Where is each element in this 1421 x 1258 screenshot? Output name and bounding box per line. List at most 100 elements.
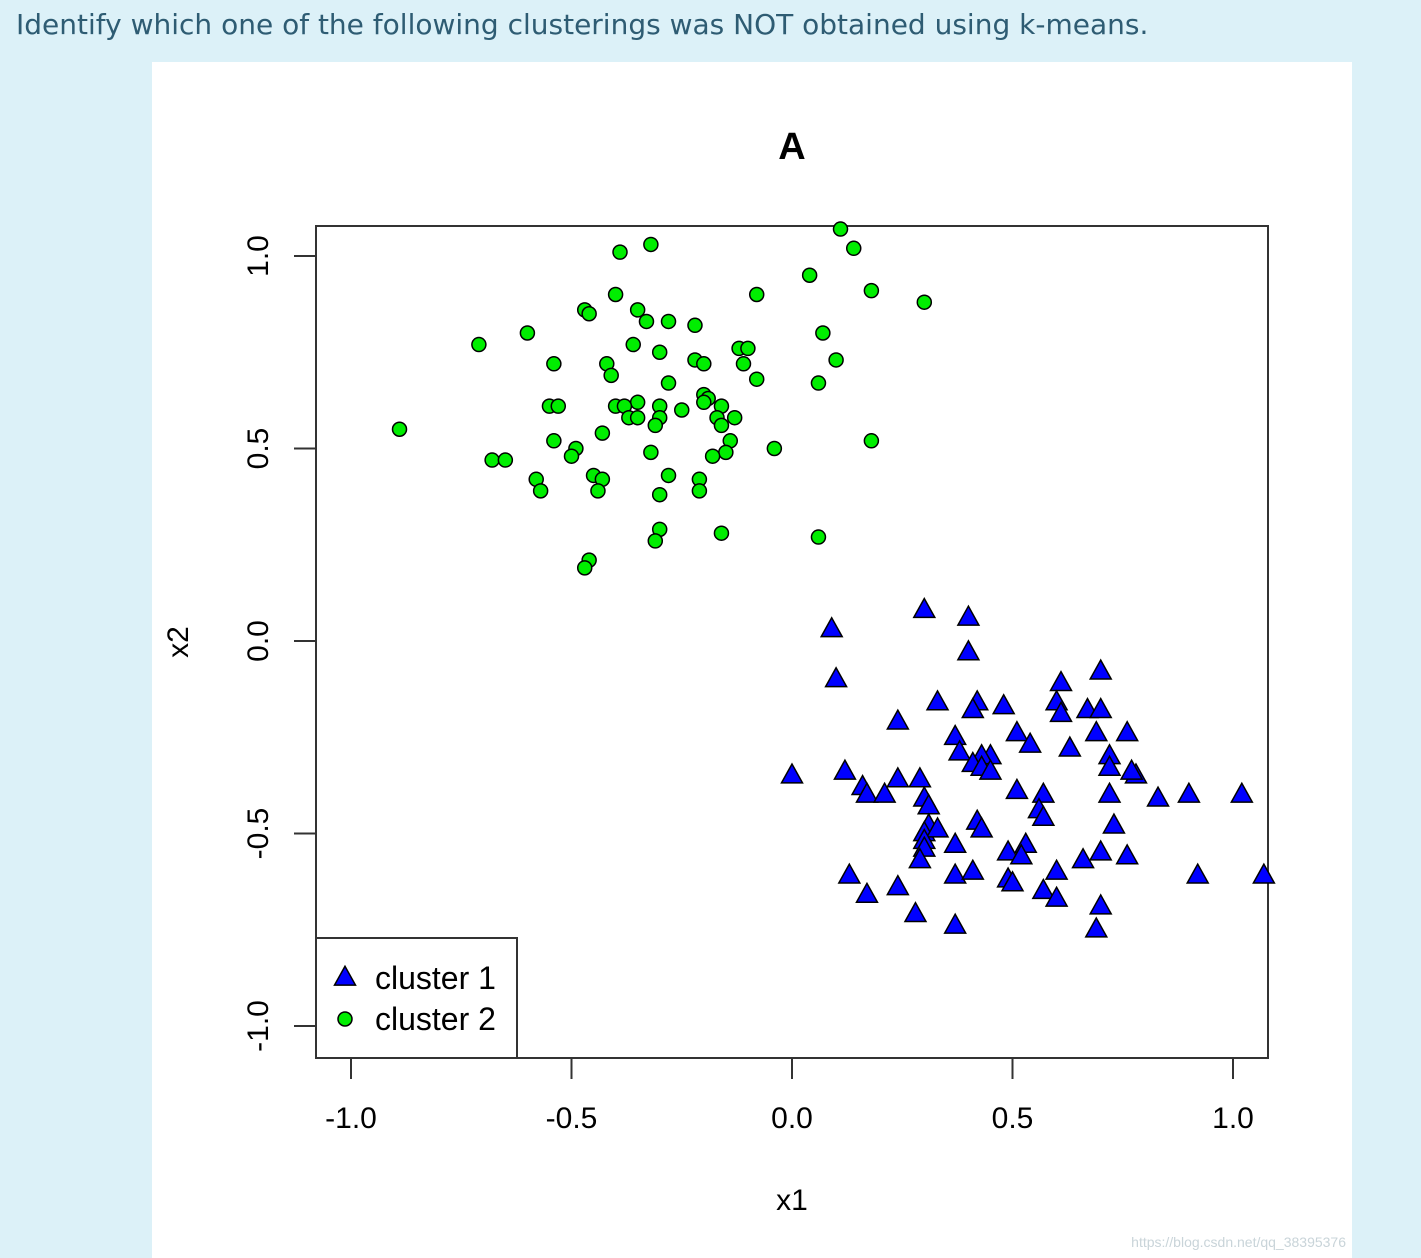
cluster-2-point xyxy=(550,398,567,414)
plot-area xyxy=(391,221,1276,938)
cluster-1-point xyxy=(1097,781,1122,803)
cluster-1-point xyxy=(1088,697,1113,719)
cluster-2-point xyxy=(674,402,690,418)
cluster-2-point xyxy=(660,313,677,330)
cluster-2-point xyxy=(594,425,611,441)
cluster-1-point xyxy=(1005,777,1029,800)
cluster-1-point xyxy=(978,758,1003,780)
cluster-1-point xyxy=(855,781,879,803)
cluster-1-point xyxy=(956,639,981,661)
y-tick-label: 0.5 xyxy=(242,428,275,470)
cluster-2-point xyxy=(638,313,655,330)
cluster-1-point xyxy=(908,766,932,788)
scatter-plot: A -1.0 -0.5 0.0 0.5 1.0 -1.0 -0.5 0.0 0.5 1.0 x1… xyxy=(162,126,1276,1217)
cluster-1-point xyxy=(1115,720,1139,742)
x-tick-label: 0.5 xyxy=(992,1102,1034,1135)
cluster-2-point xyxy=(647,533,664,549)
cluster-1-point xyxy=(855,881,879,904)
cluster-1-point xyxy=(1177,781,1201,803)
cluster-2-point xyxy=(691,483,708,499)
cluster-1-point xyxy=(991,693,1016,715)
cluster-2-point xyxy=(845,240,862,257)
chart-title: A xyxy=(778,126,805,168)
cluster-2-point xyxy=(612,244,628,260)
cluster-1-point xyxy=(925,816,950,838)
cluster-2-point xyxy=(748,286,765,303)
x-tick-label: 0.0 xyxy=(771,1102,813,1135)
cluster-1-point xyxy=(1102,812,1126,834)
cluster-2-point xyxy=(863,433,880,449)
cluster-2-point xyxy=(563,448,580,464)
cluster-1-point xyxy=(908,847,932,869)
cluster-1-point xyxy=(947,739,972,761)
cluster-1-point xyxy=(1000,870,1025,892)
y-axis: -1.0 -0.5 0.0 0.5 1.0 xyxy=(242,235,317,1052)
cluster-1-point xyxy=(1115,843,1139,865)
cluster-2-point xyxy=(696,356,712,372)
cluster-2-point xyxy=(590,483,606,499)
cluster-2-point xyxy=(660,467,677,484)
y-axis-label: x2 xyxy=(162,626,195,658)
cluster-2-point xyxy=(576,560,593,576)
cluster-1-point xyxy=(1230,781,1254,803)
cluster-2-point xyxy=(647,417,664,434)
cluster-2-point xyxy=(828,352,844,368)
cluster-1-point xyxy=(1044,885,1069,907)
x-tick-label: 1.0 xyxy=(1212,1102,1254,1135)
cluster-1-point xyxy=(1088,658,1113,680)
cluster-1-point xyxy=(1005,720,1029,742)
chart-card: A -1.0 -0.5 0.0 0.5 1.0 -1.0 -0.5 0.0 0.5 1.0 x1… xyxy=(152,62,1352,1258)
cluster-1-point xyxy=(1018,731,1042,753)
cluster-2-point xyxy=(832,221,849,237)
cluster-1-point xyxy=(912,596,937,619)
cluster-2-point xyxy=(766,440,783,457)
cluster-2-point xyxy=(629,302,646,318)
cluster-2-point xyxy=(863,282,880,299)
y-tick-label: 1.0 xyxy=(242,235,275,277)
cluster-1-point xyxy=(961,697,985,719)
cluster-1-point xyxy=(961,858,985,880)
cluster-1-point xyxy=(1031,804,1056,827)
cluster-1-point xyxy=(1097,754,1122,776)
cluster-2-point xyxy=(629,409,646,426)
cluster-1-point xyxy=(1084,720,1109,742)
cluster-2-point xyxy=(546,433,562,449)
cluster-1-point xyxy=(943,912,967,934)
cluster-1-point xyxy=(1088,893,1113,915)
cluster-2-point xyxy=(651,344,668,360)
cluster-1-point xyxy=(903,901,928,923)
legend-label: cluster 2 xyxy=(375,1001,496,1037)
cluster-1-point xyxy=(1185,862,1210,884)
cluster-1-point xyxy=(824,666,848,688)
y-tick-label: -1.0 xyxy=(242,1000,275,1052)
cluster-1-point xyxy=(872,781,897,803)
legend-cluster-2-icon xyxy=(337,1011,353,1027)
cluster-1-point xyxy=(1084,916,1109,938)
cluster-2-point xyxy=(532,483,549,499)
cluster-1-point xyxy=(1049,700,1073,723)
cluster-1-point xyxy=(956,604,981,626)
cluster-1-point xyxy=(1252,862,1276,884)
cluster-2-point xyxy=(546,356,562,372)
legend-cluster-1-icon xyxy=(333,964,357,986)
cluster-2-point xyxy=(391,421,408,437)
cluster-1-point xyxy=(886,874,910,896)
cluster-2-point xyxy=(471,336,487,353)
cluster-2-point xyxy=(718,444,734,461)
y-tick-label: -0.5 xyxy=(242,808,275,860)
cluster-1-point xyxy=(886,766,910,788)
cluster-1-point xyxy=(943,723,967,746)
cluster-1-point xyxy=(943,831,967,853)
cluster-2-point xyxy=(660,375,677,391)
y-tick-label: 0.0 xyxy=(242,620,275,662)
x-tick-label: -0.5 xyxy=(546,1102,598,1135)
cluster-1-point xyxy=(780,762,804,784)
x-axis: -1.0 -0.5 0.0 0.5 1.0 xyxy=(325,1057,1254,1135)
cluster-1-point xyxy=(1119,758,1144,780)
cluster-1-point xyxy=(1031,877,1056,900)
legend-box xyxy=(315,937,518,1059)
cluster-2-point xyxy=(519,325,536,341)
x-tick-label: -1.0 xyxy=(325,1102,377,1135)
cluster-1-point xyxy=(969,816,994,838)
cluster-2-point xyxy=(643,444,659,461)
